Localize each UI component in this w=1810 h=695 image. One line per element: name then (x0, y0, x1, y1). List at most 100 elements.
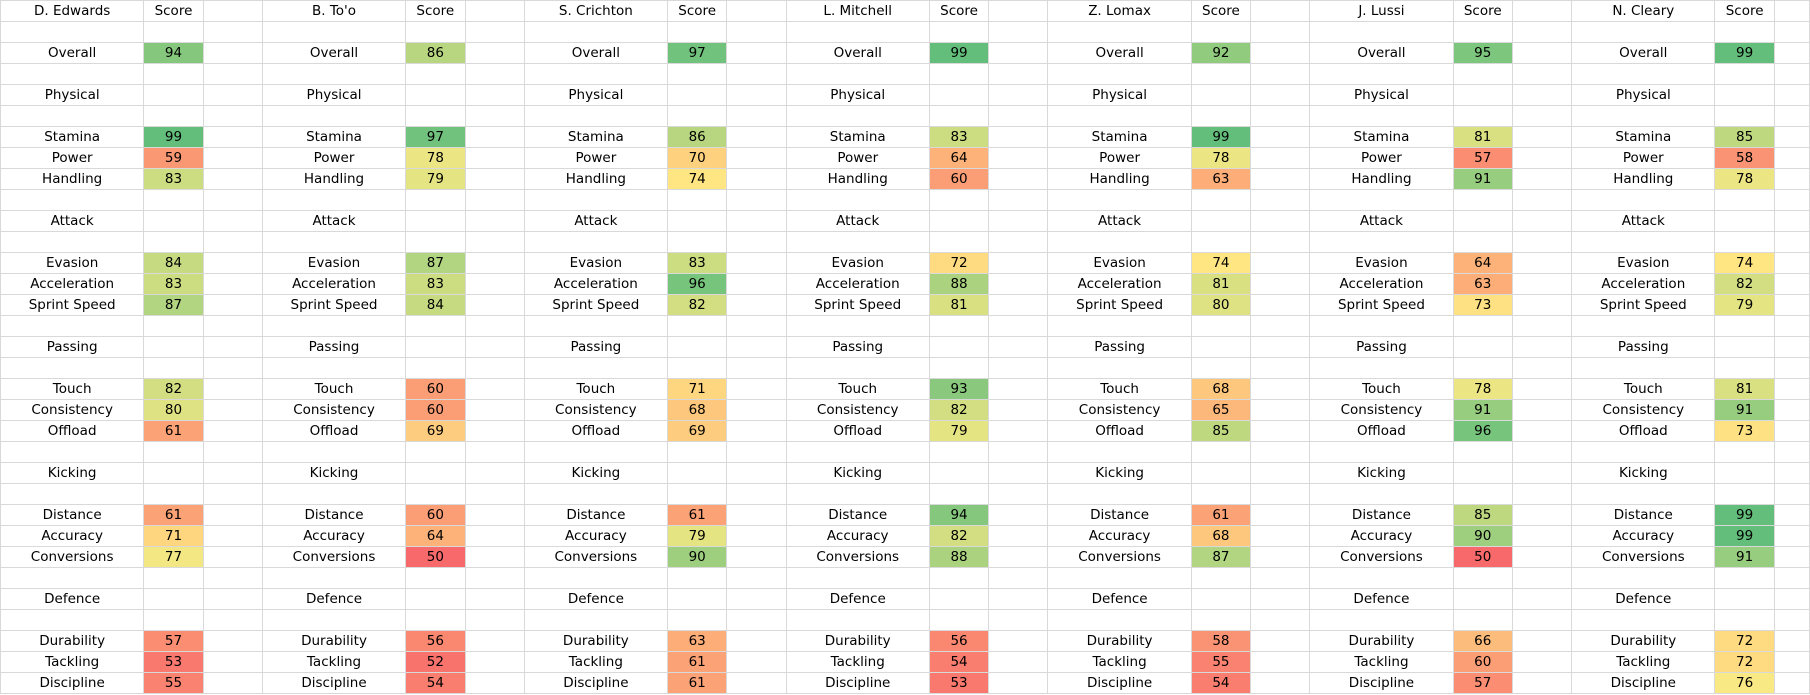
section-label-cell[interactable]: Defence (785, 588, 930, 610)
empty-cell[interactable] (928, 357, 990, 379)
empty-cell[interactable] (988, 168, 1049, 190)
empty-cell[interactable] (1511, 441, 1573, 463)
stat-label-cell[interactable]: Consistency (785, 399, 930, 421)
section-label-cell[interactable]: Passing (1047, 336, 1192, 358)
empty-cell[interactable] (988, 483, 1049, 505)
empty-cell[interactable] (0, 567, 145, 589)
stat-label-cell[interactable]: Handling (1047, 168, 1192, 190)
empty-cell[interactable] (667, 441, 728, 463)
stat-score-cell[interactable]: 79 (1714, 294, 1775, 316)
section-label-cell[interactable]: Kicking (785, 462, 930, 484)
empty-cell[interactable] (1511, 21, 1573, 43)
stat-score-cell[interactable]: 74 (1714, 252, 1775, 274)
empty-cell[interactable] (1511, 273, 1573, 295)
empty-cell[interactable] (726, 336, 787, 358)
empty-cell[interactable] (0, 189, 145, 211)
empty-cell[interactable] (143, 105, 204, 127)
empty-cell[interactable] (1190, 441, 1252, 463)
stat-score-cell[interactable]: 79 (667, 525, 728, 547)
empty-cell[interactable] (988, 294, 1049, 316)
stat-score-cell[interactable]: 82 (928, 399, 990, 421)
empty-cell[interactable] (202, 273, 263, 295)
stat-label-cell[interactable]: Consistency (1309, 399, 1454, 421)
empty-cell[interactable] (1773, 84, 1810, 106)
empty-cell[interactable] (464, 273, 525, 295)
overall-label-cell[interactable]: Overall (1047, 42, 1192, 64)
stat-label-cell[interactable]: Consistency (0, 399, 145, 421)
empty-cell[interactable] (785, 441, 930, 463)
empty-cell[interactable] (1250, 126, 1311, 148)
empty-cell[interactable] (1511, 42, 1573, 64)
empty-cell[interactable] (464, 21, 525, 43)
empty-cell[interactable] (0, 231, 145, 253)
empty-cell[interactable] (1047, 189, 1192, 211)
empty-cell[interactable] (726, 525, 787, 547)
stat-label-cell[interactable]: Touch (261, 378, 407, 400)
overall-score-cell[interactable]: 92 (1190, 42, 1252, 64)
empty-cell[interactable] (988, 651, 1049, 673)
empty-cell[interactable] (0, 483, 145, 505)
empty-cell[interactable] (928, 210, 990, 232)
section-label-cell[interactable]: Physical (1309, 84, 1454, 106)
stat-score-cell[interactable]: 91 (1714, 399, 1775, 421)
player-name-cell[interactable]: J. Lussi (1309, 0, 1454, 22)
empty-cell[interactable] (1511, 588, 1573, 610)
empty-cell[interactable] (726, 126, 787, 148)
stat-score-cell[interactable]: 80 (1190, 294, 1252, 316)
empty-cell[interactable] (202, 21, 263, 43)
empty-cell[interactable] (785, 231, 930, 253)
empty-cell[interactable] (1250, 588, 1311, 610)
empty-cell[interactable] (988, 84, 1049, 106)
stat-label-cell[interactable]: Acceleration (261, 273, 407, 295)
empty-cell[interactable] (1452, 231, 1513, 253)
empty-cell[interactable] (667, 84, 728, 106)
empty-cell[interactable] (202, 378, 263, 400)
stat-score-cell[interactable]: 87 (143, 294, 204, 316)
empty-cell[interactable] (523, 231, 669, 253)
empty-cell[interactable] (988, 231, 1049, 253)
stat-label-cell[interactable]: Offload (1309, 420, 1454, 442)
empty-cell[interactable] (143, 609, 204, 631)
empty-cell[interactable] (1309, 315, 1454, 337)
empty-cell[interactable] (667, 231, 728, 253)
section-label-cell[interactable]: Passing (785, 336, 930, 358)
stat-score-cell[interactable]: 96 (667, 273, 728, 295)
empty-cell[interactable] (464, 420, 525, 442)
empty-cell[interactable] (1773, 336, 1810, 358)
stat-label-cell[interactable]: Accuracy (1309, 525, 1454, 547)
stat-score-cell[interactable]: 54 (405, 672, 466, 694)
empty-cell[interactable] (1250, 672, 1311, 694)
section-label-cell[interactable]: Defence (1047, 588, 1192, 610)
section-label-cell[interactable]: Physical (0, 84, 145, 106)
section-label-cell[interactable]: Attack (523, 210, 669, 232)
stat-label-cell[interactable]: Durability (523, 630, 669, 652)
section-label-cell[interactable]: Kicking (261, 462, 407, 484)
empty-cell[interactable] (1714, 441, 1775, 463)
stat-label-cell[interactable]: Acceleration (785, 273, 930, 295)
stat-score-cell[interactable]: 54 (1190, 672, 1252, 694)
empty-cell[interactable] (1250, 546, 1311, 568)
empty-cell[interactable] (1190, 315, 1252, 337)
stat-label-cell[interactable]: Handling (523, 168, 669, 190)
stat-label-cell[interactable]: Stamina (1309, 126, 1454, 148)
empty-cell[interactable] (1250, 483, 1311, 505)
empty-cell[interactable] (928, 21, 990, 43)
empty-cell[interactable] (667, 609, 728, 631)
stat-score-cell[interactable]: 90 (1452, 525, 1513, 547)
stat-score-cell[interactable]: 61 (143, 504, 204, 526)
stat-score-cell[interactable]: 55 (143, 672, 204, 694)
empty-cell[interactable] (928, 336, 990, 358)
stat-score-cell[interactable]: 71 (667, 378, 728, 400)
section-label-cell[interactable]: Defence (1571, 588, 1716, 610)
stat-label-cell[interactable]: Power (523, 147, 669, 169)
empty-cell[interactable] (667, 483, 728, 505)
empty-cell[interactable] (1250, 231, 1311, 253)
empty-cell[interactable] (405, 441, 466, 463)
stat-score-cell[interactable]: 71 (143, 525, 204, 547)
section-label-cell[interactable]: Attack (1571, 210, 1716, 232)
empty-cell[interactable] (405, 105, 466, 127)
empty-cell[interactable] (523, 483, 669, 505)
stat-score-cell[interactable]: 61 (667, 504, 728, 526)
empty-cell[interactable] (1250, 567, 1311, 589)
empty-cell[interactable] (261, 63, 407, 85)
